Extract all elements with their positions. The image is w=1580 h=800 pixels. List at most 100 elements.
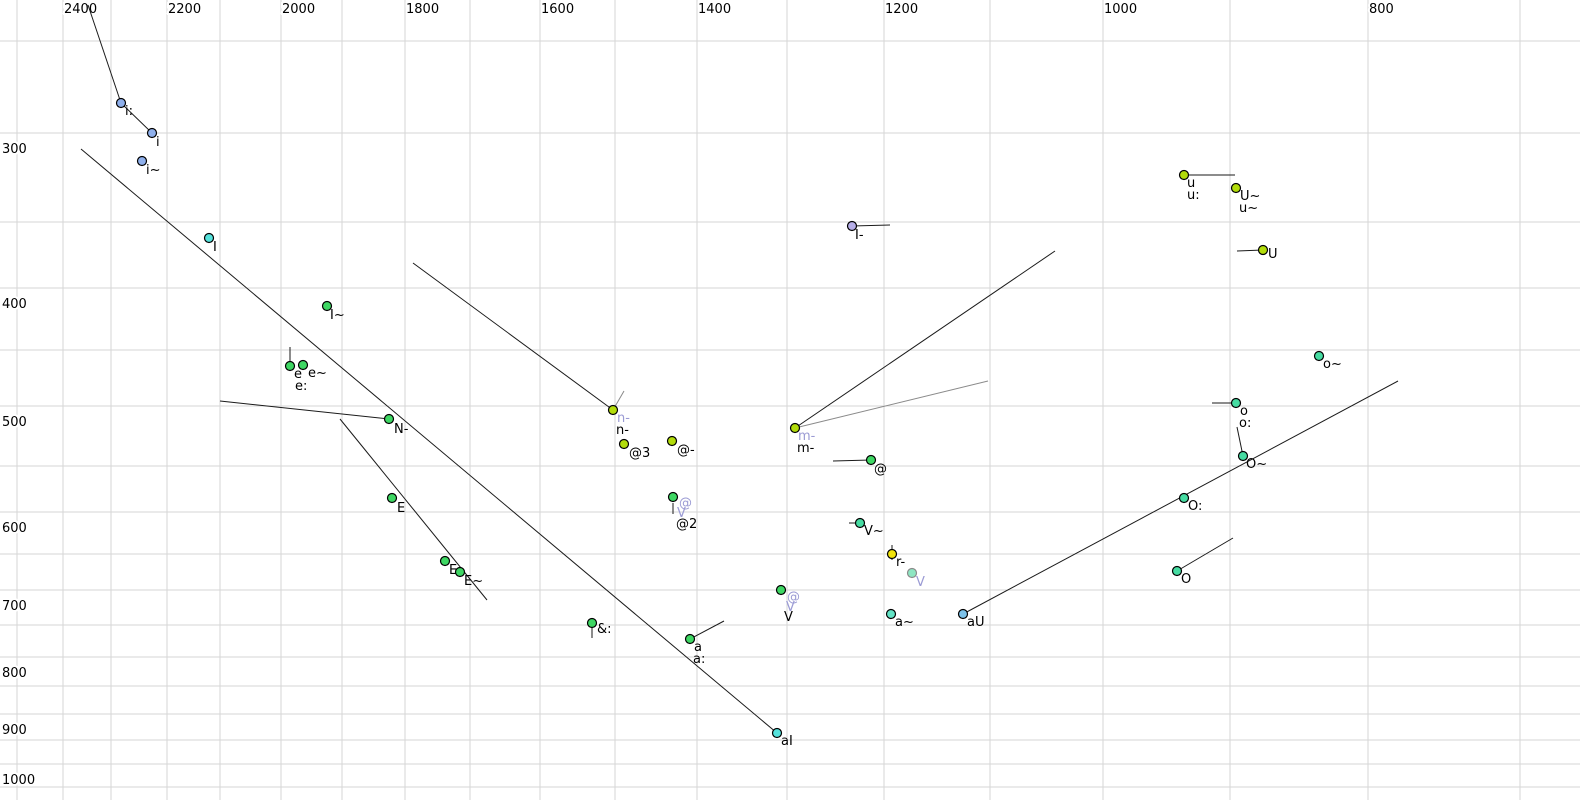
trajectory-line — [794, 250, 1056, 429]
trajectory-line — [87, 4, 122, 104]
vowel-point-u:[interactable] — [1178, 169, 1190, 181]
vowel-point-@3[interactable] — [618, 438, 630, 450]
vowel-label: e — [294, 367, 302, 382]
vowel-point-I[interactable] — [203, 232, 215, 244]
vowel-point-V[interactable] — [775, 584, 787, 596]
trajectory-line — [832, 459, 872, 462]
vowel-label: O~ — [1246, 457, 1267, 472]
vowel-label: @ — [874, 462, 887, 477]
y-axis-tick-label: 800 — [2, 666, 27, 681]
trajectory-line — [120, 102, 153, 134]
vowel-point-e~[interactable] — [297, 359, 309, 371]
trajectory-line — [80, 148, 778, 734]
vowel-point-o:[interactable] — [1230, 397, 1242, 409]
vowel-label: a~ — [895, 615, 914, 630]
vowel-label: E — [397, 501, 405, 516]
vowel-label: u: — [1187, 188, 1200, 203]
trajectory-line — [794, 380, 989, 429]
vowel-point-E[interactable] — [386, 492, 398, 504]
vowel-label: o~ — [1323, 357, 1342, 372]
vowel-point-r-[interactable] — [886, 548, 898, 560]
vowel-point-n-[interactable] — [607, 404, 619, 416]
x-axis-tick-label: 1000 — [1104, 2, 1137, 17]
vowel-ghost-label: @ — [787, 590, 800, 605]
vowel-point-E~[interactable] — [454, 566, 466, 578]
vowel-label: E~ — [464, 574, 483, 589]
vowel-label: &: — [597, 622, 612, 637]
vowel-label: @3 — [629, 446, 650, 461]
vowel-point-O:[interactable] — [1178, 492, 1190, 504]
x-axis-tick-label: 1600 — [541, 2, 574, 17]
vowel-label: aI — [781, 734, 793, 749]
vowel-label: m- — [797, 441, 815, 456]
vowel-point-m-[interactable] — [789, 422, 801, 434]
vowel-ghost-label: V — [677, 506, 686, 521]
vowel-point-V~[interactable] — [854, 517, 866, 529]
vowel-label: @- — [677, 443, 695, 458]
y-axis-tick-label: 300 — [2, 142, 27, 157]
vowel-label: U~ — [1240, 189, 1260, 204]
vowel-label: O: — [1188, 499, 1202, 514]
vowel-point-a[interactable] — [684, 633, 696, 645]
vowel-point-U~[interactable] — [1230, 182, 1242, 194]
vowel-label: U — [1268, 247, 1278, 262]
vowel-ghost-label: V — [786, 600, 795, 615]
vowel-point-aU[interactable] — [957, 608, 969, 620]
vowel-point-e[interactable] — [284, 360, 296, 372]
y-axis-tick-label: 900 — [2, 723, 27, 738]
trajectory-line — [1176, 537, 1234, 572]
vowel-point-@2[interactable] — [667, 491, 679, 503]
trajectory-line — [689, 620, 725, 640]
vowel-label: e~ — [308, 366, 327, 381]
trajectory-line — [219, 400, 390, 420]
vowel-label: o: — [1239, 416, 1251, 431]
vowel-label: V — [784, 610, 793, 625]
vowel-label: r- — [896, 555, 906, 570]
vowel-point-aI[interactable] — [771, 727, 783, 739]
vowel-point-i~[interactable] — [136, 155, 148, 167]
vowel-ghost-label: m- — [798, 429, 816, 444]
vowel-point-@[interactable] — [865, 454, 877, 466]
vowel-label: a — [694, 640, 702, 655]
y-axis-tick-label: 700 — [2, 599, 27, 614]
vowel-label: i — [156, 135, 160, 150]
vowel-label: a: — [693, 652, 705, 667]
vowel-label: N- — [394, 422, 409, 437]
vowel-label: u~ — [1239, 201, 1258, 216]
vowel-point-&:[interactable] — [586, 617, 598, 629]
vowel-label: i: — [125, 104, 133, 119]
vowel-point-a~[interactable] — [885, 608, 897, 620]
vowel-point-V[interactable] — [906, 567, 918, 579]
vowel-point-O[interactable] — [1171, 565, 1183, 577]
vowel-point-o~[interactable] — [1313, 350, 1325, 362]
vowel-point-N-[interactable] — [383, 413, 395, 425]
vowel-label: i~ — [146, 163, 161, 178]
vowel-point-i[interactable] — [146, 127, 158, 139]
vowel-label: n- — [616, 423, 629, 438]
vowel-point-I~[interactable] — [321, 300, 333, 312]
vowel-label: I~ — [330, 308, 345, 323]
y-axis-tick-label: 600 — [2, 521, 27, 536]
x-axis-tick-label: 2000 — [282, 2, 315, 17]
vowel-point-I-[interactable] — [846, 220, 858, 232]
x-axis-tick-label: 1800 — [406, 2, 439, 17]
x-axis-tick-label: 2200 — [168, 2, 201, 17]
y-axis-tick-label: 500 — [2, 415, 27, 430]
vowel-label: u — [1187, 176, 1195, 191]
vowel-label: o — [1240, 404, 1248, 419]
vowel-point-U[interactable] — [1257, 244, 1269, 256]
vowel-point-E:[interactable] — [439, 555, 451, 567]
vowel-label: O — [1181, 572, 1191, 587]
x-axis-tick-label: 2400 — [64, 2, 97, 17]
y-axis-tick-label: 400 — [2, 297, 27, 312]
vowel-point-@-[interactable] — [666, 435, 678, 447]
trajectory-line — [412, 262, 614, 411]
vowel-point-O~[interactable] — [1237, 450, 1249, 462]
y-axis-tick-label: 1000 — [2, 773, 35, 788]
vowel-ghost-label: @ — [679, 496, 692, 511]
vowel-point-i:[interactable] — [115, 97, 127, 109]
x-axis-tick-label: 1400 — [698, 2, 731, 17]
